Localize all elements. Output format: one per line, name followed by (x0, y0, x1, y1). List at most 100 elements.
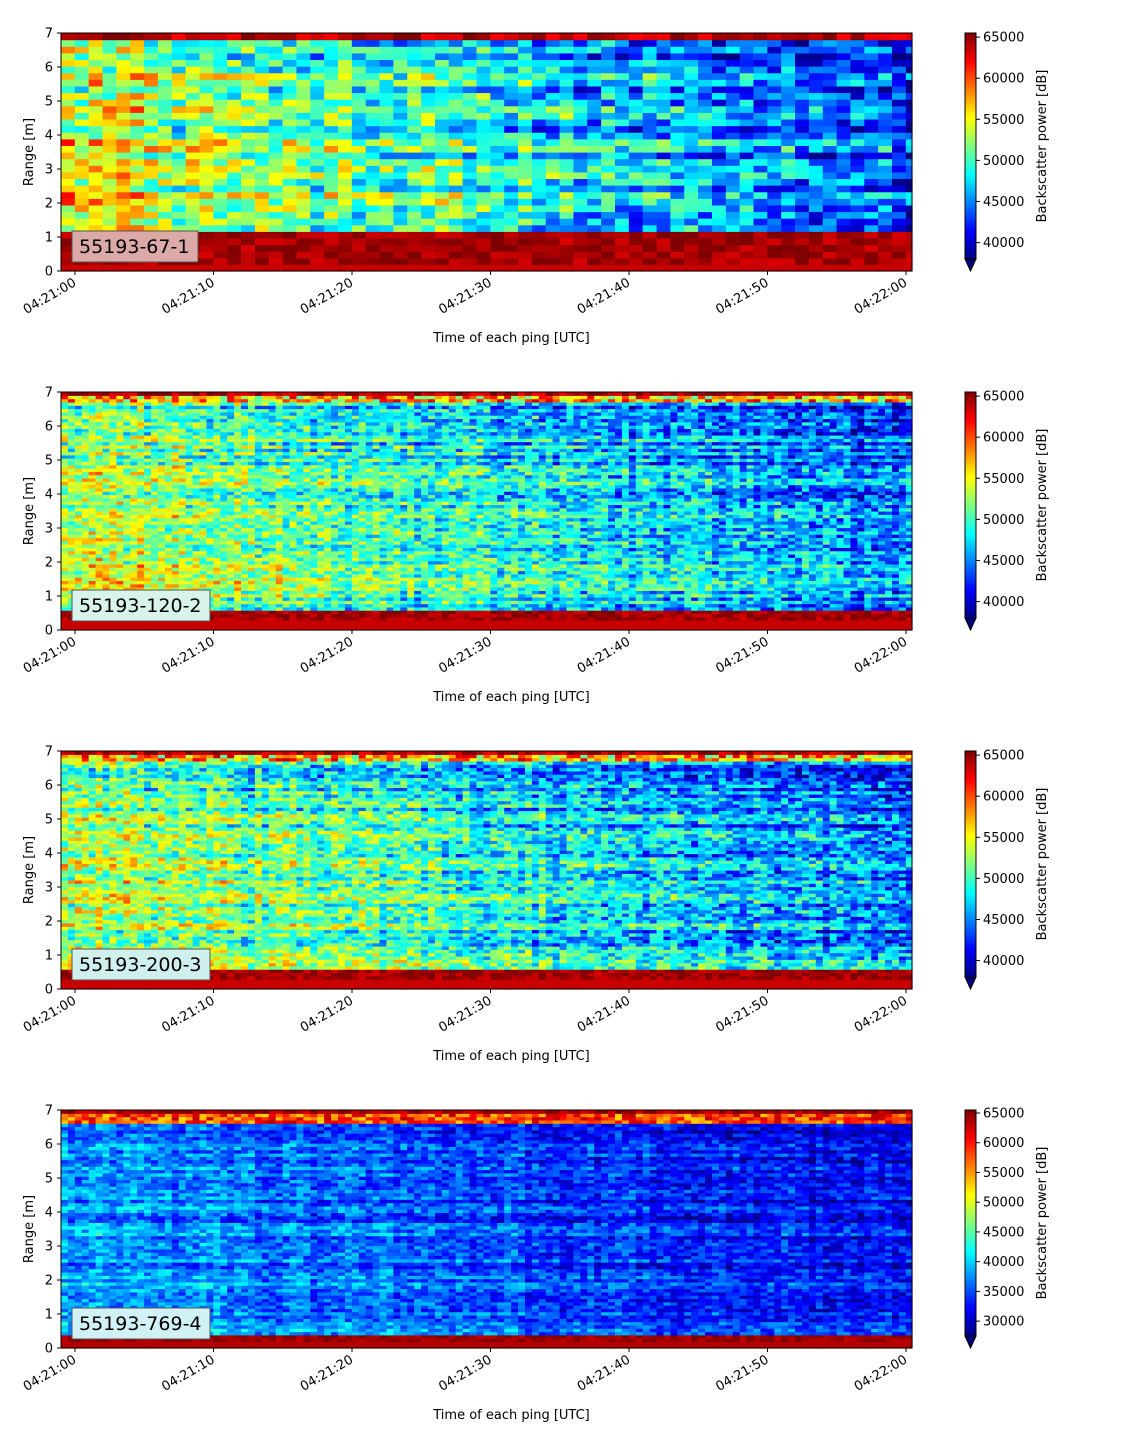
colorbar: 40000 45000 50000 55000 60000 65000 Backscatte… (965, 31, 1050, 271)
x-tick-label: 04:21:50 (713, 634, 771, 676)
x-tick-label: 04:21:10 (159, 1352, 217, 1394)
x-tick-label: 04:21:20 (298, 634, 356, 676)
colorbar-title: Backscatter power [dB] (1035, 1147, 1050, 1300)
x-axis-title: Time of each ping [UTC] (432, 690, 590, 705)
colorbar-tick-label: 55000 (983, 472, 1024, 487)
colorbar-tick-label: 50000 (983, 154, 1024, 169)
y-axis-title: Range [m] (22, 477, 37, 545)
colorbar-tick-label: 40000 (983, 236, 1024, 251)
x-tick-label: 04:21:20 (298, 993, 356, 1035)
colorbar-extend-min (965, 977, 976, 989)
x-axis-title: Time of each ping [UTC] (432, 331, 590, 346)
y-tick-label: 4 (45, 1206, 53, 1221)
colorbar-tick-label: 35000 (983, 1285, 1024, 1300)
y-axis-title: Range [m] (22, 118, 37, 186)
x-tick-label: 04:21:30 (436, 634, 494, 676)
x-tick-label: 04:21:50 (713, 993, 771, 1035)
x-tick-label: 04:21:10 (159, 275, 217, 317)
panel-2: 0 1 2 3 4 5 6 7 04:21:00 04:21:10 04:21:20 04:21:30… (21, 386, 1050, 706)
y-tick-label: 4 (45, 488, 53, 503)
panel-3: 0 1 2 3 4 5 6 7 04:21:00 04:21:10 04:21:20 04:21:30… (21, 745, 1050, 1065)
y-tick-label: 2 (45, 556, 53, 571)
colorbar-tick-label: 65000 (983, 1106, 1024, 1121)
colorbar-title: Backscatter power [dB] (1035, 70, 1050, 223)
y-tick-label: 5 (45, 813, 53, 828)
y-tick-label: 6 (45, 61, 53, 76)
y-tick-label: 3 (45, 522, 53, 537)
y-tick-label: 3 (45, 163, 53, 178)
y-tick-label: 7 (45, 27, 53, 42)
colorbar-extend-min (965, 259, 976, 271)
x-axis-title: Time of each ping [UTC] (432, 1049, 590, 1064)
x-tick-label: 04:21:10 (159, 634, 217, 676)
y-tick-label: 0 (45, 624, 53, 639)
y-tick-label: 1 (45, 1308, 53, 1323)
y-tick-label: 5 (45, 454, 53, 469)
colorbar-tick-label: 55000 (983, 113, 1024, 128)
x-tick-label: 04:22:00 (852, 993, 910, 1035)
colorbar-title: Backscatter power [dB] (1035, 788, 1050, 941)
colorbar-tick-label: 65000 (983, 749, 1024, 764)
colorbar-tick-label: 40000 (983, 595, 1024, 610)
colorbar-tick-label: 45000 (983, 1225, 1024, 1240)
panel-label: 55193-769-4 (79, 1313, 202, 1335)
panel-label: 55193-200-3 (79, 954, 202, 976)
colorbar-tick-label: 50000 (983, 872, 1024, 887)
colorbar: 400004500050000550006000065000Backscatte… (965, 749, 1050, 989)
y-tick-label: 6 (45, 1138, 53, 1153)
x-tick-label: 04:21:20 (298, 275, 356, 317)
x-tick-label: 04:21:00 (21, 634, 79, 676)
y-tick-label: 1 (45, 231, 53, 246)
y-tick-label: 1 (45, 590, 53, 605)
y-tick-label: 7 (45, 386, 53, 401)
colorbar-tick-label: 65000 (983, 31, 1024, 46)
x-tick-label: 04:21:30 (436, 1352, 494, 1394)
y-tick-label: 0 (45, 1342, 53, 1357)
y-tick-label: 5 (45, 95, 53, 110)
x-tick-label: 04:21:50 (713, 275, 771, 317)
x-tick-label: 04:21:30 (436, 993, 494, 1035)
x-tick-label: 04:22:00 (852, 634, 910, 676)
colorbar-tick-label: 30000 (983, 1315, 1024, 1330)
colorbar-extend-min (965, 618, 976, 630)
y-tick-label: 6 (45, 420, 53, 435)
colorbar-tick-label: 55000 (983, 831, 1024, 846)
colorbar-tick-label: 45000 (983, 554, 1024, 569)
y-tick-label: 3 (45, 881, 53, 896)
y-tick-label: 7 (45, 745, 53, 760)
y-tick-label: 2 (45, 915, 53, 930)
x-tick-label: 04:21:40 (575, 993, 633, 1035)
colorbar-tick-label: 45000 (983, 195, 1024, 210)
x-tick-label: 04:21:10 (159, 993, 217, 1035)
panel-label: 55193-67-1 (79, 236, 189, 258)
y-tick-label: 1 (45, 949, 53, 964)
colorbar-tick-label: 60000 (983, 72, 1024, 87)
colorbar-title: Backscatter power [dB] (1035, 429, 1050, 582)
colorbar-tick-label: 55000 (983, 1166, 1024, 1181)
x-tick-label: 04:21:20 (298, 1352, 356, 1394)
x-axis-title: Time of each ping [UTC] (432, 1408, 590, 1423)
x-tick-label: 04:21:00 (21, 993, 79, 1035)
colorbar: 3000035000400004500050000550006000065000… (965, 1106, 1050, 1348)
y-tick-label: 5 (45, 1172, 53, 1187)
y-tick-label: 6 (45, 779, 53, 794)
x-tick-label: 04:21:40 (575, 1352, 633, 1394)
colorbar-tick-label: 50000 (983, 513, 1024, 528)
y-axis-title: Range [m] (22, 1195, 37, 1263)
colorbar-tick-label: 45000 (983, 913, 1024, 928)
x-tick-label: 04:21:40 (575, 275, 633, 317)
y-tick-label: 0 (45, 265, 53, 280)
colorbar-tick-label: 50000 (983, 1196, 1024, 1211)
colorbar: 400004500050000550006000065000Backscatte… (965, 390, 1050, 630)
x-tick-label: 04:21:30 (436, 275, 494, 317)
y-tick-label: 2 (45, 197, 53, 212)
x-tick-label: 04:21:00 (21, 275, 79, 317)
y-tick-label: 0 (45, 983, 53, 998)
y-tick-label: 4 (45, 847, 53, 862)
colorbar-tick-label: 40000 (983, 954, 1024, 969)
colorbar-tick-label: 60000 (983, 431, 1024, 446)
colorbar-extend-min (965, 1336, 976, 1348)
x-tick-label: 04:21:40 (575, 634, 633, 676)
